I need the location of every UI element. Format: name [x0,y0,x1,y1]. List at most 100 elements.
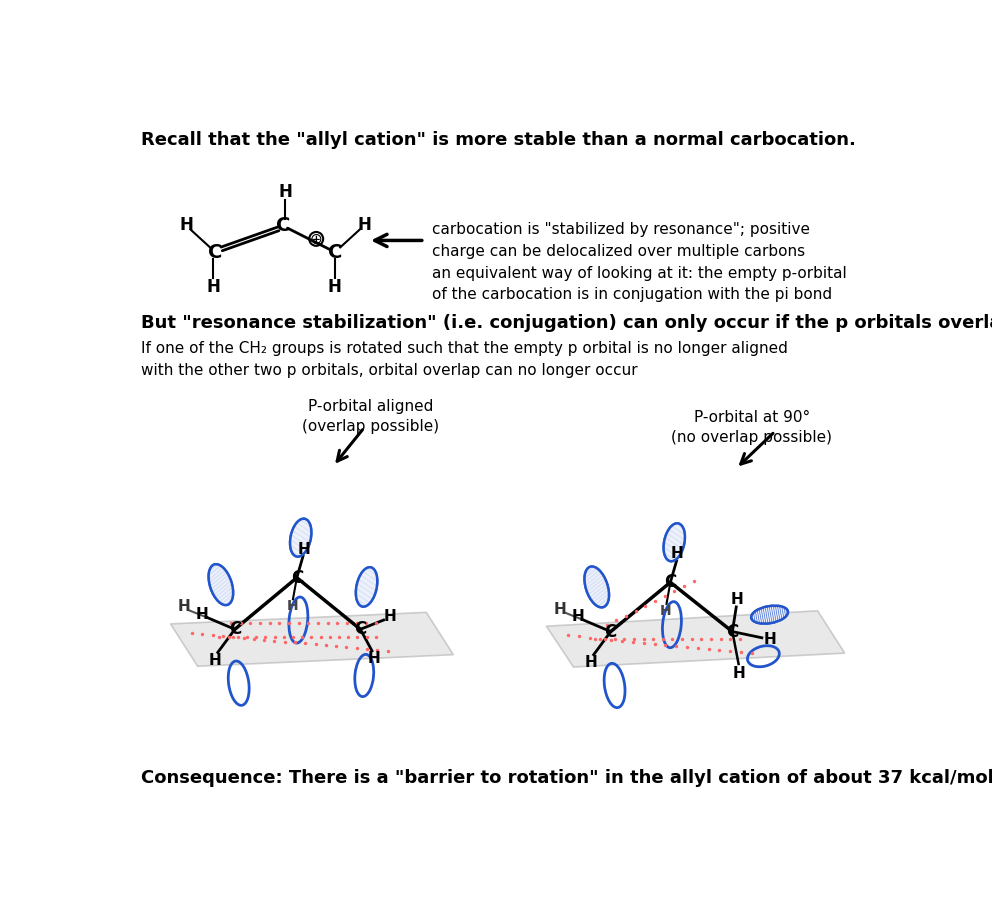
Ellipse shape [751,606,788,624]
Point [277,634,293,649]
Point [713,632,729,646]
Point [636,632,652,646]
Point [348,616,364,630]
Text: H: H [279,183,292,201]
Point [230,630,246,644]
Point [204,628,220,643]
Point [647,593,663,608]
Point [358,616,374,630]
Ellipse shape [584,566,609,608]
Point [359,642,375,656]
Text: H: H [178,599,190,615]
Point [215,629,231,643]
Point [291,616,307,630]
Point [638,598,654,613]
Point [676,579,691,593]
Text: H: H [571,609,584,625]
Text: H: H [384,609,396,625]
Point [657,589,673,603]
Text: Consequence: There is a "barrier to rotation" in the allyl cation of about 37 kc: Consequence: There is a "barrier to rota… [141,769,992,787]
Point [310,616,325,630]
Text: H: H [328,277,341,295]
Point [295,630,310,644]
Text: C: C [726,623,738,641]
Point [722,644,738,658]
Point [236,631,252,645]
Point [242,616,258,630]
Text: carbocation is "stabilized by resonance"; positive
charge can be delocalized ove: carbocation is "stabilized by resonance"… [433,222,810,258]
Point [587,632,603,646]
Point [636,635,652,650]
Point [328,639,344,653]
Point [276,630,292,644]
Text: H: H [367,651,380,666]
Point [683,632,699,646]
Text: P-orbital at 90°
(no overlap possible): P-orbital at 90° (no overlap possible) [672,410,832,445]
Text: an equivalent way of looking at it: the empty p-orbital
of the carbocation is in: an equivalent way of looking at it: the … [433,266,847,302]
Text: H: H [660,604,672,617]
Text: But "resonance stabilization" (i.e. conjugation) can only occur if the p orbital: But "resonance stabilization" (i.e. conj… [141,314,992,332]
Point [647,636,663,651]
Point [304,630,319,644]
Point [645,632,661,646]
Point [233,616,249,630]
Point [380,644,396,658]
Point [703,632,719,646]
Point [711,643,727,657]
Point [733,645,749,660]
Point [321,630,337,644]
Point [248,630,264,644]
Point [592,632,608,646]
Text: ⊕: ⊕ [310,231,322,247]
Point [194,627,210,642]
Ellipse shape [290,518,311,556]
Point [625,634,641,649]
Point [679,640,694,654]
Point [339,616,355,630]
Text: H: H [733,666,746,681]
Point [308,637,323,652]
Text: If one of the CH₂ groups is rotated such that the empty p orbital is no longer a: If one of the CH₂ groups is rotated such… [141,340,788,378]
Text: H: H [180,216,192,234]
Point [349,641,365,655]
Text: C: C [276,215,290,235]
Text: H: H [731,592,743,607]
Polygon shape [171,612,453,666]
Text: H: H [206,277,220,295]
Point [349,630,365,644]
Text: C: C [354,620,366,638]
Point [628,603,644,617]
Point [368,630,384,644]
Point [581,630,597,644]
Point [258,630,274,644]
Point [225,630,241,644]
Text: C: C [665,573,677,591]
Point [597,632,613,646]
Point [700,642,716,656]
Point [267,630,283,644]
Text: P-orbital aligned
(overlap possible): P-orbital aligned (overlap possible) [302,399,439,434]
Point [603,633,619,647]
Point [693,632,709,646]
Text: H: H [195,608,208,622]
Point [246,632,262,646]
Text: H: H [298,542,310,557]
Point [669,639,684,653]
Text: C: C [291,569,303,587]
Point [608,613,624,627]
Point [368,616,384,630]
Text: H: H [554,602,565,616]
Point [618,608,634,623]
Point [281,616,297,630]
Text: H: H [585,655,598,670]
Point [272,616,288,630]
Point [287,635,303,650]
Text: H: H [763,632,776,647]
Point [658,637,674,652]
Point [285,630,301,644]
Point [220,630,236,644]
Text: C: C [208,243,222,262]
Point [301,616,316,630]
Point [319,616,335,630]
Text: C: C [604,623,617,641]
